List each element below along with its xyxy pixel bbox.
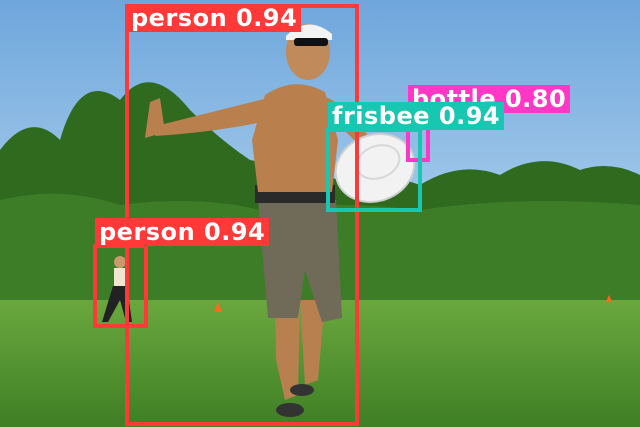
frisbee-detection-label: frisbee 0.94	[328, 102, 505, 130]
frisbee-detection-box	[326, 128, 422, 212]
person-detection-label-background: person 0.94	[95, 218, 270, 246]
person-detection-box-main	[125, 4, 359, 426]
person-detection-box-background	[93, 244, 148, 328]
background-person	[102, 256, 132, 322]
person-detection-label-main: person 0.94	[127, 4, 302, 32]
